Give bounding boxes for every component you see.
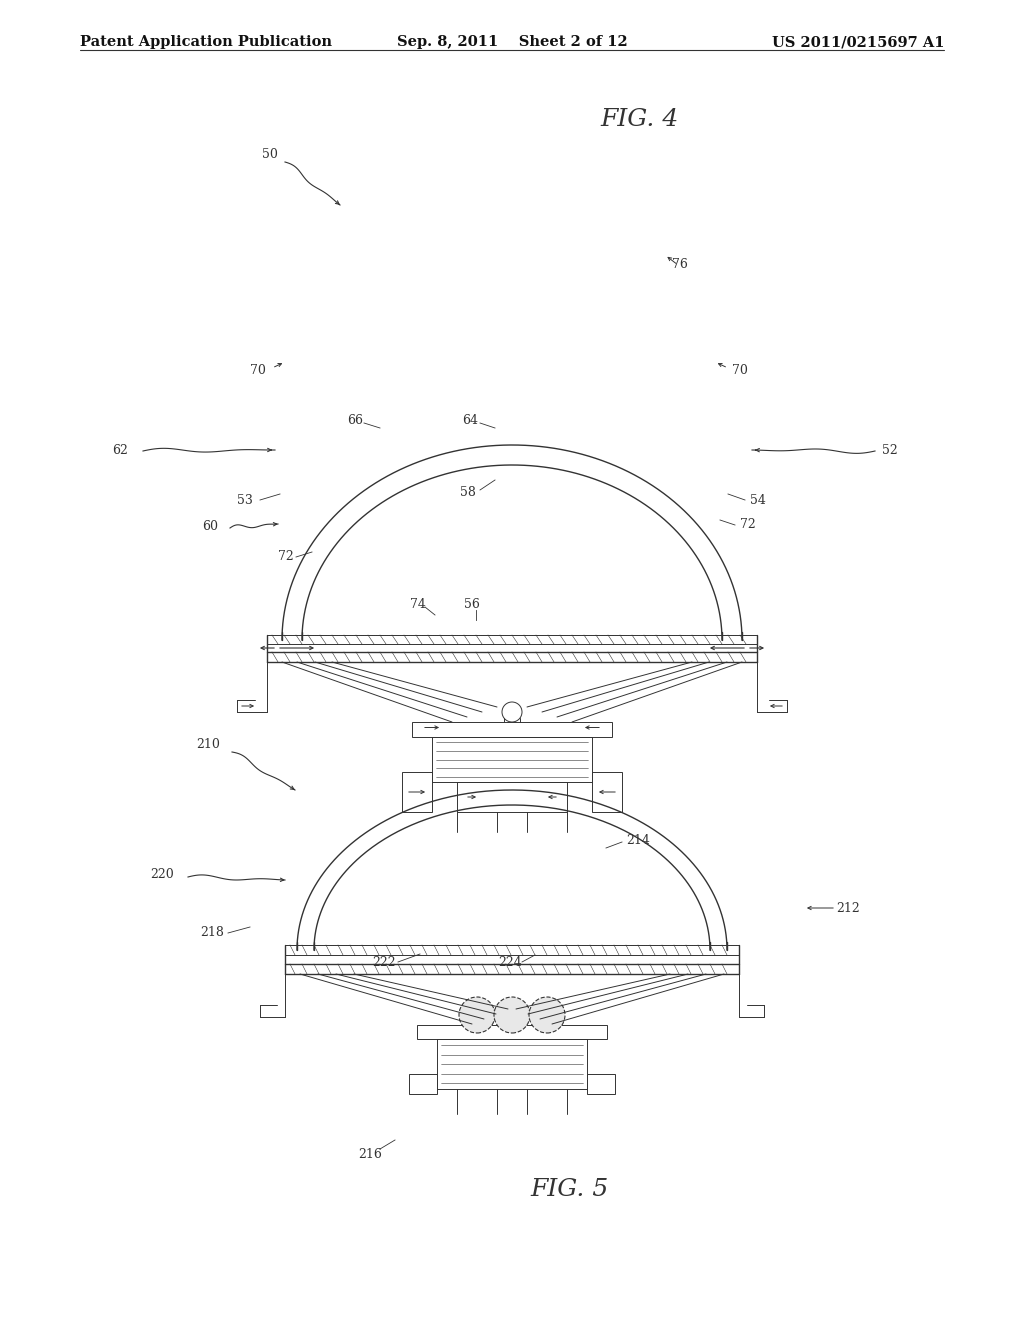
Text: 70: 70 (732, 363, 748, 376)
Text: 214: 214 (626, 833, 650, 846)
Text: 56: 56 (464, 598, 480, 611)
Text: 222: 222 (372, 956, 396, 969)
Text: FIG. 4: FIG. 4 (601, 108, 679, 132)
Text: 224: 224 (498, 956, 522, 969)
Text: 58: 58 (460, 486, 476, 499)
Text: 54: 54 (750, 494, 766, 507)
Circle shape (529, 997, 565, 1034)
Bar (592, 772, 622, 812)
Text: 74: 74 (410, 598, 426, 611)
Text: US 2011/0215697 A1: US 2011/0215697 A1 (771, 36, 944, 49)
Circle shape (459, 997, 495, 1034)
Circle shape (494, 997, 530, 1034)
Text: 62: 62 (112, 444, 128, 457)
Text: 212: 212 (837, 902, 860, 915)
Bar (417, 1026, 607, 1039)
Text: 220: 220 (151, 869, 174, 882)
Bar (409, 1074, 437, 1094)
Text: 216: 216 (358, 1148, 382, 1162)
Text: Patent Application Publication: Patent Application Publication (80, 36, 332, 49)
Text: 50: 50 (262, 149, 278, 161)
Bar (402, 772, 432, 812)
Text: 52: 52 (882, 444, 898, 457)
Text: 76: 76 (672, 259, 688, 272)
Bar (457, 781, 567, 812)
Bar (412, 722, 612, 737)
Text: 64: 64 (462, 413, 478, 426)
Text: 66: 66 (347, 413, 362, 426)
Bar (432, 737, 592, 781)
Text: 53: 53 (238, 494, 253, 507)
Text: 210: 210 (196, 738, 220, 751)
Text: 70: 70 (250, 363, 266, 376)
Text: 218: 218 (200, 927, 224, 940)
Bar (437, 1039, 587, 1089)
Text: 72: 72 (740, 519, 756, 532)
Text: FIG. 5: FIG. 5 (530, 1179, 609, 1201)
Bar (587, 1074, 615, 1094)
Text: Sep. 8, 2011    Sheet 2 of 12: Sep. 8, 2011 Sheet 2 of 12 (396, 36, 628, 49)
Text: 72: 72 (279, 550, 294, 564)
Text: 60: 60 (202, 520, 218, 533)
